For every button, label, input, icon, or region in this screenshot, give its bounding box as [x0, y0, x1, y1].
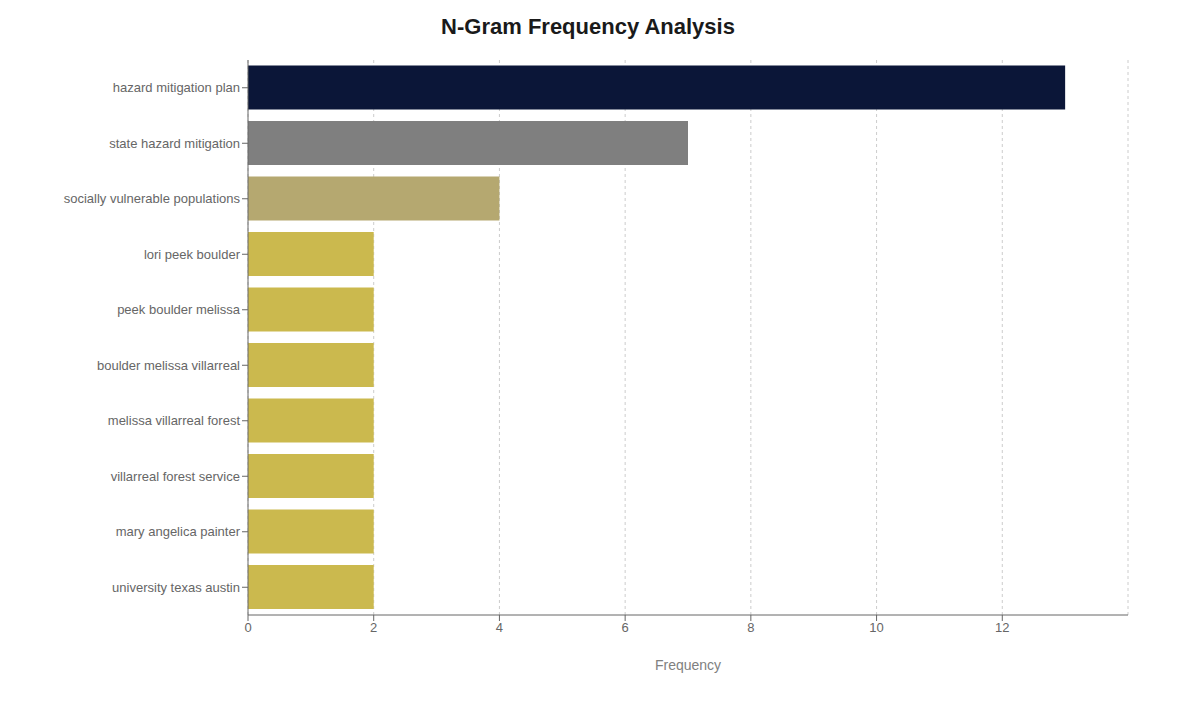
svg-text:state hazard mitigation: state hazard mitigation: [109, 136, 240, 151]
svg-text:hazard mitigation plan: hazard mitigation plan: [113, 80, 240, 95]
svg-text:villarreal forest service: villarreal forest service: [111, 469, 240, 484]
svg-text:socially vulnerable population: socially vulnerable populations: [64, 191, 241, 206]
svg-text:12: 12: [995, 620, 1009, 635]
svg-text:mary angelica painter: mary angelica painter: [116, 524, 241, 539]
svg-text:lori peek boulder: lori peek boulder: [144, 247, 241, 262]
svg-text:university texas austin: university texas austin: [112, 580, 240, 595]
svg-text:10: 10: [869, 620, 883, 635]
svg-text:Frequency: Frequency: [655, 657, 721, 673]
svg-text:boulder melissa villarreal: boulder melissa villarreal: [97, 358, 240, 373]
html-text:N-Gram Frequency Analysis: N-Gram Frequency Analysis: [441, 14, 735, 39]
svg-text:2: 2: [370, 620, 377, 635]
svg-text:melissa villarreal forest: melissa villarreal forest: [108, 413, 241, 428]
svg-text:6: 6: [622, 620, 629, 635]
svg-text:0: 0: [244, 620, 251, 635]
svg-text:8: 8: [747, 620, 754, 635]
svg-text:4: 4: [496, 620, 503, 635]
svg-text:peek boulder melissa: peek boulder melissa: [117, 302, 241, 317]
